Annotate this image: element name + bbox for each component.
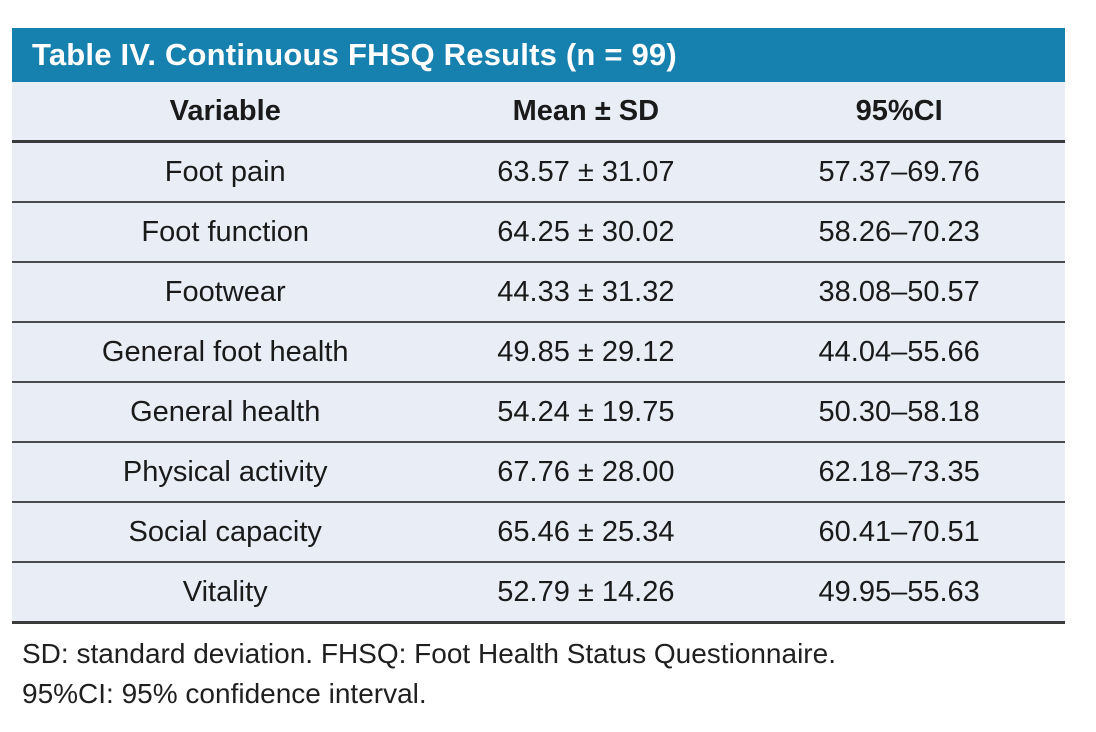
column-header-variable: Variable: [12, 82, 439, 143]
cell-mean-sd: 44.33 ± 31.32: [438, 262, 734, 323]
cell-95ci: 62.18–73.35: [733, 442, 1065, 503]
cell-mean-sd: 63.57 ± 31.07: [438, 141, 734, 203]
cell-mean-sd: 54.24 ± 19.75: [438, 382, 734, 443]
cell-variable: Physical activity: [12, 442, 439, 503]
cell-95ci: 38.08–50.57: [733, 262, 1065, 323]
header-row: Variable Mean ± SD 95%CI: [12, 82, 1065, 143]
cell-mean-sd: 67.76 ± 28.00: [438, 442, 734, 503]
cell-95ci: 57.37–69.76: [733, 141, 1065, 203]
table-row: Physical activity 67.76 ± 28.00 62.18–73.3…: [12, 442, 1065, 503]
table-title: Table IV. Continuous FHSQ Results (n = 9…: [12, 28, 1065, 82]
cell-95ci: 60.41–70.51: [733, 502, 1065, 563]
footnote-abbreviations: SD: standard deviation. FHSQ: Foot Healt…: [22, 638, 836, 669]
cell-variable: Footwear: [12, 262, 439, 323]
footnote-ci-definition: 95%CI: 95% confidence interval.: [22, 678, 427, 709]
table-row: General health 54.24 ± 19.75 50.30–58.18: [12, 382, 1065, 443]
table-footnotes: SD: standard deviation. FHSQ: Foot Healt…: [12, 624, 1065, 714]
table-row: Footwear 44.33 ± 31.32 38.08–50.57: [12, 262, 1065, 323]
table-row: Foot pain 63.57 ± 31.07 57.37–69.76: [12, 141, 1065, 203]
cell-variable: Foot pain: [12, 141, 439, 203]
table-row: Foot function 64.25 ± 30.02 58.26–70.23: [12, 202, 1065, 263]
table-row: Vitality 52.79 ± 14.26 49.95–55.63: [12, 562, 1065, 624]
table-header: Variable Mean ± SD 95%CI: [12, 82, 1065, 143]
cell-mean-sd: 49.85 ± 29.12: [438, 322, 734, 383]
cell-variable: Vitality: [12, 562, 439, 624]
cell-variable: General health: [12, 382, 439, 443]
table-row: General foot health 49.85 ± 29.12 44.04–55…: [12, 322, 1065, 383]
cell-mean-sd: 52.79 ± 14.26: [438, 562, 734, 624]
cell-variable: Social capacity: [12, 502, 439, 563]
table-body: Foot pain 63.57 ± 31.07 57.37–69.76 Foot fu…: [12, 141, 1065, 624]
cell-95ci: 50.30–58.18: [733, 382, 1065, 443]
column-header-95ci: 95%CI: [733, 82, 1065, 143]
data-table: Variable Mean ± SD 95%CI Foot pain 63.57 …: [12, 82, 1065, 624]
cell-variable: General foot health: [12, 322, 439, 383]
table-row: Social capacity 65.46 ± 25.34 60.41–70.51: [12, 502, 1065, 563]
cell-mean-sd: 64.25 ± 30.02: [438, 202, 734, 263]
fhsq-results-table: Table IV. Continuous FHSQ Results (n = 9…: [12, 28, 1065, 714]
cell-95ci: 58.26–70.23: [733, 202, 1065, 263]
cell-variable: Foot function: [12, 202, 439, 263]
cell-95ci: 49.95–55.63: [733, 562, 1065, 624]
cell-95ci: 44.04–55.66: [733, 322, 1065, 383]
cell-mean-sd: 65.46 ± 25.34: [438, 502, 734, 563]
column-header-mean-sd: Mean ± SD: [438, 82, 734, 143]
